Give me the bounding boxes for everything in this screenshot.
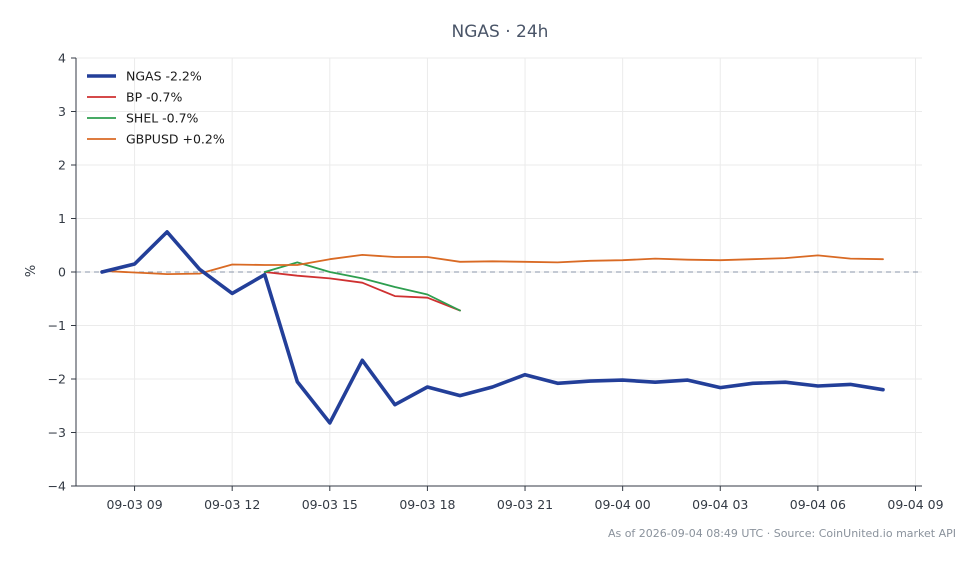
legend-label-1: BP -0.7% (126, 90, 182, 105)
x-tick-label: 09-04 03 (692, 497, 748, 512)
x-tick-label: 09-03 18 (399, 497, 455, 512)
y-tick-label: −4 (48, 479, 66, 494)
legend-label-3: GBPUSD +0.2% (126, 132, 225, 147)
series-lines (100, 230, 885, 425)
y-tick-label: 0 (58, 265, 66, 280)
y-tick-label: −3 (48, 425, 66, 440)
x-axis-ticks: 09-03 09 09-03 12 09-03 15 09-03 18 09-03 21… (106, 486, 944, 512)
legend-label-0: NGAS -2.2% (126, 69, 202, 84)
series-line-1 (263, 271, 461, 312)
x-tick-label: 09-04 09 (887, 497, 943, 512)
y-tick-label: −1 (48, 318, 66, 333)
x-tick-label: 09-04 06 (790, 497, 846, 512)
footer-source: As of 2026-09-04 08:49 UTC · Source: Coi… (608, 527, 956, 540)
x-tick-label: 09-03 12 (204, 497, 260, 512)
series-line-3 (101, 253, 884, 276)
x-tick-label: 09-03 21 (497, 497, 553, 512)
y-tick-label: 3 (58, 104, 66, 119)
x-tick-label: 09-04 00 (595, 497, 651, 512)
legend-label-2: SHEL -0.7% (126, 111, 199, 126)
x-tick-label: 09-03 15 (302, 497, 358, 512)
y-tick-label: −2 (48, 372, 66, 387)
y-tick-label: 1 (58, 211, 66, 226)
series-line-0 (100, 230, 885, 425)
y-axis-ticks: −4 −3 −2 −1 0 1 2 3 4 (48, 51, 76, 494)
y-axis-label: % (24, 265, 39, 277)
chart-title: NGAS · 24h (452, 22, 549, 42)
x-tick-label: 09-03 09 (106, 497, 162, 512)
y-tick-label: 4 (58, 51, 66, 66)
series-line-2 (263, 261, 461, 312)
y-tick-label: 2 (58, 158, 66, 173)
legend: NGAS -2.2% BP -0.7% SHEL -0.7% GBPUSD +0.2% (87, 69, 225, 147)
